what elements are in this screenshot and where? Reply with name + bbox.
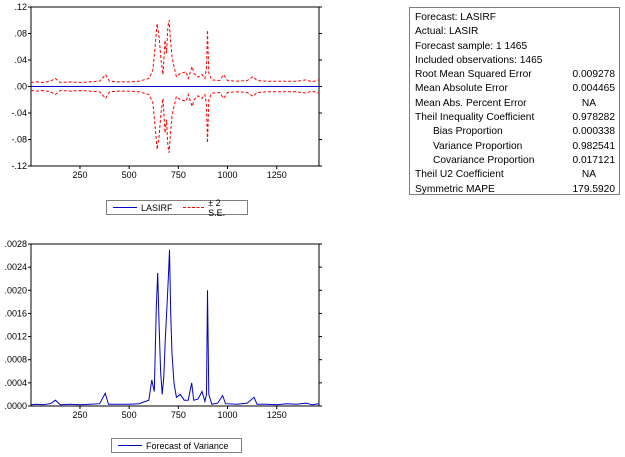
- bottom-chart-plot-frame: [30, 243, 320, 407]
- stat-label: Theil Inequality Coefficient: [415, 112, 535, 124]
- stat-header-line: Forecast: LASIRF: [415, 12, 496, 23]
- top-chart-x-tick-label: 1000: [218, 170, 238, 180]
- bottom-chart-y-tick-label: .0024: [4, 262, 27, 272]
- stat-row: Theil U2 Coefficient NA: [415, 168, 615, 182]
- stat-row: Root Mean Squared Error 0.009278: [415, 68, 615, 82]
- stat-label: Symmetric MAPE: [415, 183, 495, 195]
- legend-item-lasirf: LASIRF: [113, 203, 173, 213]
- legend-item-forecast-variance: Forecast of Variance: [118, 441, 228, 451]
- top-chart-upper-se-band-line: [30, 20, 320, 84]
- legend-swatch-dashed: [182, 207, 205, 208]
- top-chart-x-tick-label: 750: [171, 170, 186, 180]
- bottom-chart-x-tick-label: 500: [122, 410, 137, 420]
- bottom-chart-x-tick-label: 1250: [267, 410, 287, 420]
- stat-value: 0.000338: [572, 126, 616, 138]
- top-chart-y-tick-label: .08: [14, 29, 27, 39]
- stat-label: Covariance Proportion: [433, 154, 535, 166]
- bottom-chart-y-tick-label: .0008: [4, 355, 27, 365]
- stat-value: 0.978282: [572, 112, 616, 124]
- legend-item-se-bands: ± 2 S.E.: [182, 197, 237, 218]
- stat-value: NA: [581, 97, 597, 109]
- top-chart-x-tick-label: 1250: [267, 170, 287, 180]
- top-chart-x-tick-label: 250: [72, 170, 87, 180]
- bottom-chart-y-tick-label: .0000: [4, 401, 27, 411]
- bottom-chart-y-tick-label: .0004: [4, 378, 27, 388]
- stat-label: Variance Proportion: [433, 140, 523, 152]
- stat-row: Bias Proportion 0.000338: [415, 125, 615, 139]
- stat-value: 0.017121: [572, 154, 616, 166]
- forecast-statistics-box: Forecast: LASIRF Actual: LASIR Forecast …: [409, 7, 620, 195]
- bottom-chart-y-tick-label: .0016: [4, 308, 27, 318]
- stat-value: 0.009278: [572, 69, 616, 81]
- top-chart-lower-se-band-line: [30, 89, 320, 153]
- top-chart-y-tick-label: -.04: [11, 108, 27, 118]
- stat-label: Bias Proportion: [433, 126, 503, 138]
- stat-label: Root Mean Squared Error: [415, 69, 532, 81]
- stat-value: 179.5920: [572, 183, 616, 195]
- bottom-chart-y-tick-label: .0012: [4, 332, 27, 342]
- stat-row: Covariance Proportion 0.017121: [415, 154, 615, 168]
- stat-row: Theil Inequality Coefficient 0.978282: [415, 111, 615, 125]
- stat-value: 0.004465: [572, 83, 616, 95]
- stat-label: Theil U2 Coefficient: [415, 169, 504, 181]
- legend-swatch-solid: [113, 207, 137, 208]
- stat-value: 0.982541: [572, 140, 616, 152]
- stat-row: Variance Proportion 0.982541: [415, 140, 615, 154]
- bottom-chart-y-tick-label: .0020: [4, 285, 27, 295]
- legend-label: ± 2 S.E.: [208, 197, 226, 218]
- top-chart-x-tick-label: 500: [122, 170, 137, 180]
- top-chart-y-tick-label: .12: [14, 2, 27, 12]
- stat-header-line: Included observations: 1465: [415, 54, 543, 66]
- bottom-chart-forecast-of-variance-line: [30, 249, 320, 406]
- top-chart-y-tick-label: .00: [14, 82, 27, 92]
- stat-row: Mean Abs. Percent Error NA: [415, 97, 615, 111]
- stat-row: Mean Absolute Error 0.004465: [415, 82, 615, 96]
- legend-label: Forecast of Variance: [146, 440, 229, 451]
- top-chart-y-tick-label: -.12: [11, 161, 27, 171]
- top-chart-y-tick-label: .04: [14, 55, 27, 65]
- legend-label: LASIRF: [141, 202, 173, 213]
- bottom-chart-x-tick-label: 750: [171, 410, 186, 420]
- stat-rows: Root Mean Squared Error 0.009278 Mean Abso…: [415, 68, 615, 197]
- bottom-chart-y-tick-label: .0028: [4, 239, 27, 249]
- top-chart-legend: LASIRF ± 2 S.E.: [106, 197, 248, 218]
- stat-value: NA: [581, 169, 597, 181]
- stat-header-line: Forecast sample: 1 1465: [415, 40, 528, 52]
- stat-header-line: Actual: LASIR: [415, 26, 479, 38]
- bottom-chart-x-tick-label: 1000: [218, 410, 238, 420]
- bottom-chart-x-tick-label: 250: [72, 410, 87, 420]
- stat-row: Symmetric MAPE 179.5920: [415, 183, 615, 197]
- stat-label: Mean Abs. Percent Error: [415, 97, 527, 109]
- top-chart-y-tick-label: -.08: [11, 135, 27, 145]
- legend-swatch-solid: [118, 445, 142, 446]
- bottom-chart-legend: Forecast of Variance: [111, 438, 242, 453]
- stat-label: Mean Absolute Error: [415, 83, 508, 95]
